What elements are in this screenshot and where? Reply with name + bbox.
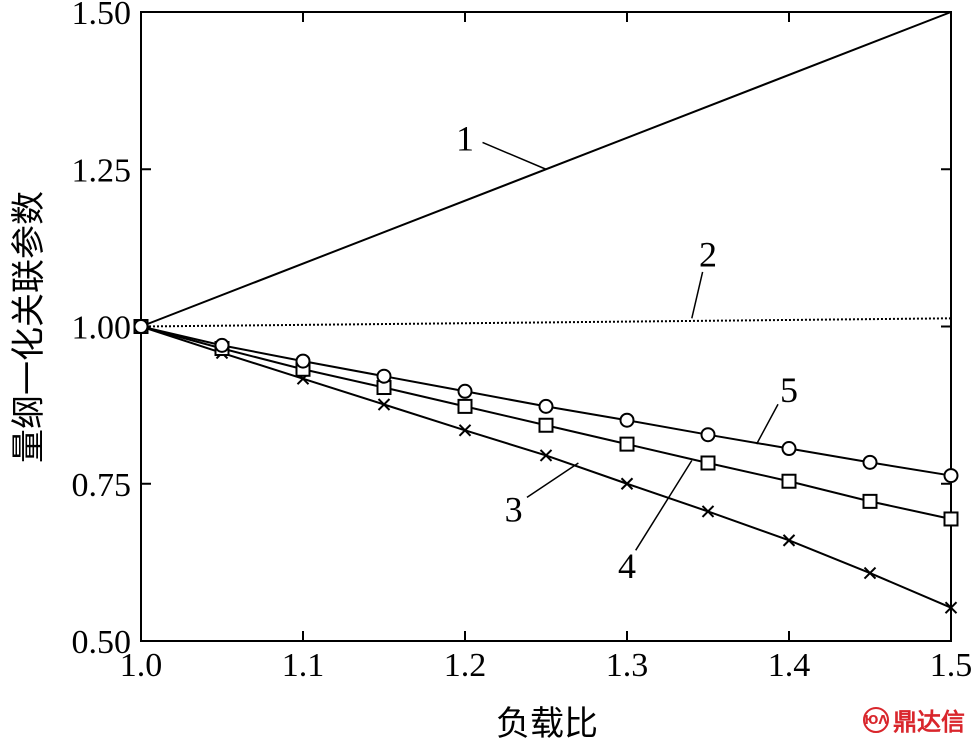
y-tick-label: 0.50 bbox=[72, 624, 132, 661]
curve-label-1: 1 bbox=[456, 118, 474, 158]
curve-label-5: 5 bbox=[780, 370, 798, 410]
series-3-point bbox=[377, 398, 391, 411]
series-5-point bbox=[214, 337, 230, 353]
plot-area-frame bbox=[140, 11, 952, 642]
series-5-point bbox=[619, 412, 635, 428]
series-4-point bbox=[619, 436, 635, 452]
curve-label-2: 2 bbox=[699, 235, 717, 275]
curve-label-4-leader bbox=[635, 460, 693, 551]
series-5-point bbox=[376, 368, 392, 384]
series-4-point bbox=[781, 473, 797, 489]
series-3-point bbox=[539, 449, 553, 462]
series-4-point bbox=[538, 417, 554, 433]
y-tick-label: 1.25 bbox=[72, 152, 132, 189]
series-4-point bbox=[943, 511, 959, 527]
series-3-line bbox=[140, 325, 952, 609]
x-tick-label: 1.1 bbox=[282, 647, 325, 684]
x-tick-label: 1.4 bbox=[768, 647, 811, 684]
curve-label-5-leader bbox=[755, 403, 779, 445]
x-axis-title: 负载比 bbox=[496, 704, 598, 743]
y-tick-label: 1.50 bbox=[72, 0, 132, 32]
series-3-point bbox=[458, 424, 472, 437]
watermark: ЮΛ 鼎达信 bbox=[863, 702, 965, 737]
y-tick-label: 0.75 bbox=[72, 467, 132, 504]
curve-label-2-leader bbox=[691, 271, 704, 319]
series-2-line bbox=[140, 317, 952, 328]
series-5-point bbox=[295, 353, 311, 369]
series-4-point bbox=[700, 455, 716, 471]
curve-label-4: 4 bbox=[618, 546, 636, 586]
curve-label-3-leader bbox=[526, 462, 579, 499]
series-5-point bbox=[781, 441, 797, 457]
series-3-point bbox=[620, 477, 634, 490]
y-tick-label: 1.00 bbox=[72, 310, 132, 347]
x-tick-label: 1.0 bbox=[120, 647, 163, 684]
y-axis-title: 量纲一化关联参数 bbox=[9, 191, 49, 463]
series-5-point bbox=[700, 427, 716, 443]
x-tick-label: 1.5 bbox=[930, 647, 973, 684]
series-3-point bbox=[701, 505, 715, 518]
series-5-point bbox=[133, 319, 149, 334]
series-5-point bbox=[457, 383, 473, 399]
series-4-point bbox=[457, 398, 473, 414]
series-3-point bbox=[782, 534, 796, 547]
curve-label-3: 3 bbox=[505, 489, 523, 529]
series-5-point bbox=[862, 454, 878, 470]
series-5-point bbox=[538, 398, 554, 414]
x-tick-label: 1.3 bbox=[606, 647, 649, 684]
series-3-point bbox=[944, 601, 958, 614]
curve-label-1-leader bbox=[482, 141, 547, 170]
series-5-point bbox=[943, 468, 959, 484]
series-4-point bbox=[862, 493, 878, 509]
x-tick-label: 1.2 bbox=[444, 647, 487, 684]
watermark-text: 鼎达信 bbox=[893, 708, 965, 736]
series-3-point bbox=[863, 566, 877, 580]
watermark-logo-icon: ЮΛ bbox=[863, 706, 889, 733]
